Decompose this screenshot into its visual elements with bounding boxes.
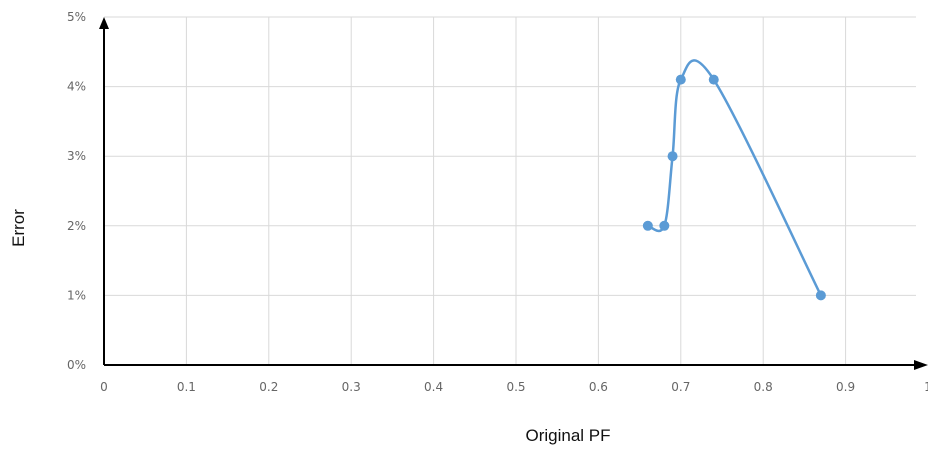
x-axis-arrow bbox=[914, 360, 928, 370]
y-tick-label: 3% bbox=[67, 149, 86, 163]
y-tick-label: 1% bbox=[67, 288, 86, 302]
axes bbox=[99, 17, 928, 370]
data-point bbox=[659, 220, 670, 231]
y-tick-label: 5% bbox=[67, 10, 86, 24]
data-point bbox=[667, 151, 678, 162]
x-tick-label: 0.1 bbox=[177, 380, 196, 394]
data-point bbox=[642, 220, 653, 231]
grid-lines bbox=[104, 16, 916, 365]
x-tick-label: 0.2 bbox=[259, 380, 278, 394]
x-tick-label: 0.6 bbox=[589, 380, 608, 394]
y-tick-label: 0% bbox=[67, 358, 86, 372]
x-tick-label: 0.9 bbox=[836, 380, 855, 394]
tick-labels: 0 0.1 0.2 0.3 0.4 0.5 0.6 0.7 0.8 0.9 1 0% 1% 2% 3% 4% 5… bbox=[67, 10, 928, 394]
y-tick-label: 2% bbox=[67, 219, 86, 233]
x-tick-label: 0.5 bbox=[506, 380, 525, 394]
y-axis-arrow bbox=[99, 17, 109, 29]
x-tick-label: 0 bbox=[100, 380, 108, 394]
y-axis-title: Error bbox=[9, 209, 28, 247]
x-tick-label: 0.7 bbox=[671, 380, 690, 394]
x-tick-label: 0.8 bbox=[754, 380, 773, 394]
x-axis-title: Original PF bbox=[525, 426, 610, 445]
x-tick-label: 1 bbox=[924, 380, 928, 394]
series-line bbox=[647, 59, 822, 296]
data-point bbox=[815, 290, 826, 301]
x-tick-label: 0.4 bbox=[424, 380, 443, 394]
data-point bbox=[708, 74, 719, 85]
x-tick-label: 0.3 bbox=[342, 380, 361, 394]
y-tick-label: 4% bbox=[67, 80, 86, 94]
data-point bbox=[675, 74, 686, 85]
data-series bbox=[642, 59, 826, 301]
